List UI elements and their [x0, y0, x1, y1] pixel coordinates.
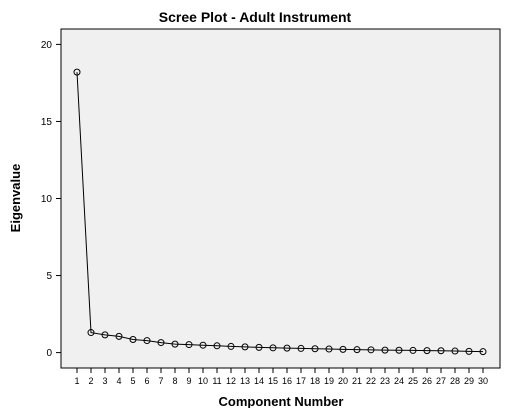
data-point — [157, 339, 165, 347]
data-point — [143, 337, 151, 345]
x-tick-label: 20 — [338, 376, 348, 386]
data-point — [479, 348, 487, 356]
data-point — [255, 343, 263, 351]
x-tick-label: 8 — [172, 376, 177, 386]
data-point — [311, 345, 319, 353]
y-tick-label: 5 — [46, 271, 52, 282]
data-point — [199, 341, 207, 349]
y-axis: 0 5 10 15 20 — [41, 40, 61, 359]
x-tick-label: 25 — [408, 376, 418, 386]
data-point — [465, 347, 473, 355]
x-tick-label: 11 — [212, 376, 221, 386]
x-tick-label: 13 — [240, 376, 250, 386]
data-point — [213, 342, 221, 350]
x-axis-label: Component Number — [219, 394, 344, 408]
x-tick-label: 23 — [380, 376, 390, 386]
x-tick-label: 30 — [478, 376, 488, 386]
x-tick-label: 16 — [282, 376, 292, 386]
data-point — [395, 346, 403, 354]
y-axis-label: Eigenvalue — [8, 164, 23, 233]
x-tick-label: 19 — [324, 376, 334, 386]
data-point — [129, 335, 137, 343]
plot-area — [60, 28, 501, 369]
data-point — [451, 347, 459, 355]
data-point — [269, 344, 277, 352]
x-tick-label: 3 — [102, 376, 107, 386]
data-point — [73, 68, 81, 76]
data-point — [325, 345, 333, 353]
x-axis: 1 2 3 4 5 6 7 8 9 10 11 12 13 14 15 16 17 18 19 20 21 22 23 24 2… — [74, 368, 488, 386]
x-tick-label: 9 — [186, 376, 191, 386]
x-tick-label: 21 — [352, 376, 362, 386]
data-point — [227, 342, 235, 350]
y-tick-label: 0 — [46, 348, 52, 359]
x-tick-label: 18 — [310, 376, 320, 386]
data-point — [409, 346, 417, 354]
data-point — [171, 340, 179, 348]
data-point — [353, 346, 361, 354]
x-tick-label: 5 — [130, 376, 135, 386]
data-point — [115, 332, 123, 340]
x-tick-label: 15 — [268, 376, 278, 386]
data-point — [283, 344, 291, 352]
x-tick-label: 10 — [198, 376, 208, 386]
x-tick-label: 26 — [422, 376, 432, 386]
x-tick-label: 1 — [74, 376, 79, 386]
x-tick-label: 17 — [296, 376, 306, 386]
x-tick-label: 14 — [254, 376, 264, 386]
x-tick-label: 7 — [158, 376, 163, 386]
data-point — [87, 329, 95, 337]
x-tick-label: 2 — [88, 376, 93, 386]
data-point — [339, 345, 347, 353]
x-tick-label: 12 — [226, 376, 236, 386]
x-tick-label: 29 — [464, 376, 474, 386]
data-point — [101, 331, 109, 339]
x-tick-label: 4 — [116, 376, 121, 386]
series-line — [76, 72, 484, 353]
x-tick-label: 24 — [394, 376, 404, 386]
data-point — [381, 346, 389, 354]
data-point — [241, 343, 249, 351]
x-tick-label: 6 — [144, 376, 149, 386]
data-point — [185, 341, 193, 349]
data-point — [367, 346, 375, 354]
y-tick-label: 10 — [41, 194, 53, 205]
x-tick-label: 27 — [436, 376, 446, 386]
y-tick-label: 20 — [41, 40, 53, 51]
y-tick-label: 15 — [41, 117, 53, 128]
data-series — [73, 68, 487, 356]
x-tick-label: 28 — [450, 376, 460, 386]
data-point — [297, 344, 305, 352]
chart-title: Scree Plot - Adult Instrument — [159, 9, 352, 25]
data-point — [423, 347, 431, 355]
x-tick-label: 22 — [366, 376, 376, 386]
data-point — [437, 347, 445, 355]
